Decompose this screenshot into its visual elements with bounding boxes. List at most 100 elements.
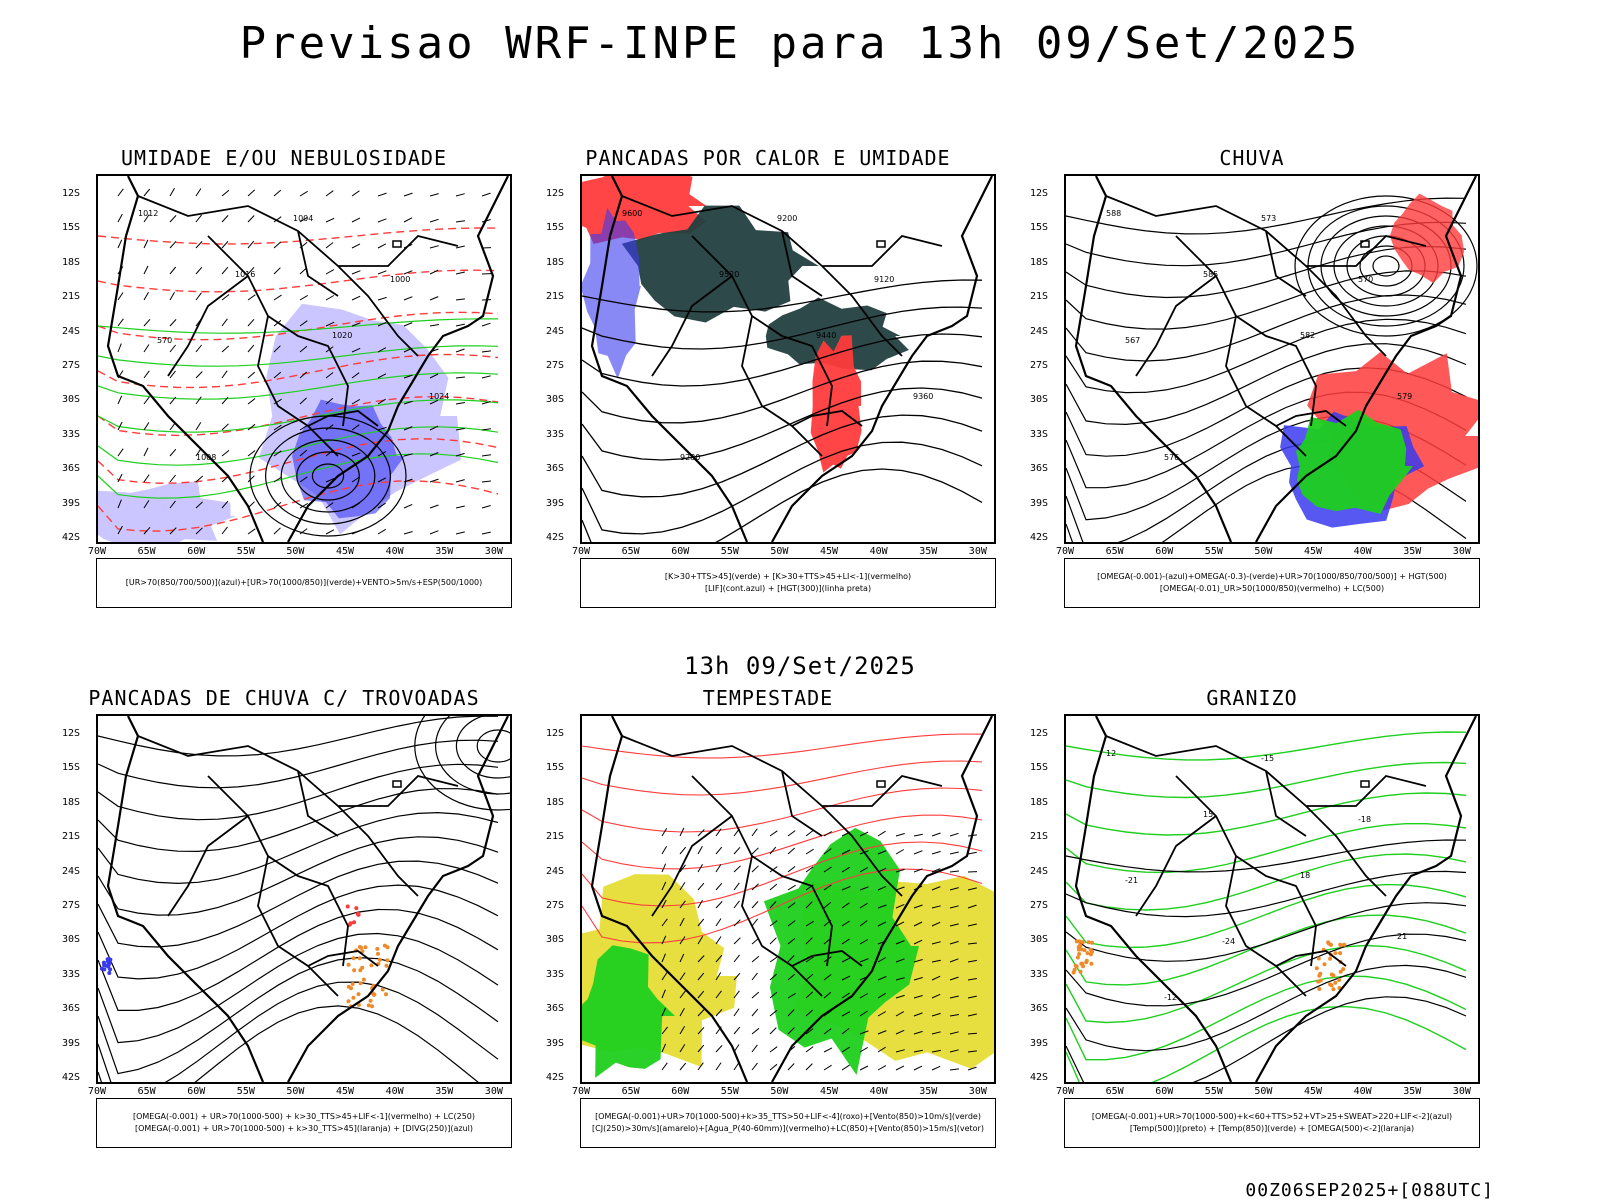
lon-tick-label: 30W	[969, 546, 987, 557]
legend-line: [OMEGA(-0.001)+UR>70(1000-500)+k<60+TTS>…	[1092, 1111, 1452, 1123]
lc250-streamline	[98, 813, 498, 884]
wind-vector	[456, 480, 465, 482]
thunderstorm-point-orange	[376, 952, 380, 956]
wind-vector	[248, 216, 254, 223]
contour-label: 567	[1125, 336, 1140, 345]
wind-vector	[716, 1045, 722, 1052]
contour-label: 588	[1106, 209, 1121, 218]
contour-label: 9600	[622, 209, 642, 218]
lat-tick-label: 12S	[62, 728, 80, 739]
thunderstorm-point-red	[354, 906, 358, 910]
lat-tick-label: 30S	[1030, 934, 1048, 945]
wind-vector	[430, 246, 439, 248]
lon-tick-label: 50W	[286, 1086, 304, 1097]
wind-vector	[456, 299, 465, 300]
legend-line: [OMEGA(-0.001) + UR>70(1000-500) + k>30_…	[133, 1111, 475, 1123]
wind-vector	[662, 864, 666, 872]
lat-tick-label: 36S	[62, 463, 80, 474]
omega-point-orange	[1315, 966, 1319, 970]
lat-tick-label: 33S	[1030, 429, 1048, 440]
omega-point-orange	[1339, 970, 1343, 974]
contour-label: 582	[1300, 331, 1315, 340]
wind-vector	[770, 938, 776, 944]
thunderstorm-point-orange	[347, 985, 351, 989]
lake-marker	[877, 781, 885, 787]
wind-vector	[222, 424, 229, 430]
thunderstorm-point-orange	[386, 945, 390, 949]
wind-vector	[932, 833, 941, 836]
wind-vector	[788, 848, 795, 854]
wind-vector	[456, 403, 465, 405]
lat-tick-label: 42S	[1030, 1072, 1048, 1083]
wind-vector	[752, 992, 759, 998]
lon-tick-label: 65W	[138, 546, 156, 557]
wind-vector	[770, 831, 777, 836]
lat-tick-label: 39S	[62, 498, 80, 509]
lon-tick-label: 55W	[237, 546, 255, 557]
wind-vector	[788, 1064, 794, 1071]
legend-line: [OMEGA(-0.01)_UR>50(1000/850)(vermelho) …	[1160, 583, 1384, 595]
wind-vector	[196, 215, 202, 222]
wind-vector	[456, 349, 465, 352]
wind-vector	[914, 851, 922, 854]
mid-date-label: 13h 09/Set/2025	[0, 652, 1600, 680]
wind-vector	[274, 295, 282, 300]
thunderstorm-point-orange	[367, 1003, 371, 1007]
wind-vector	[456, 221, 465, 222]
wind-vector	[456, 506, 465, 508]
thunderstorm-point-orange	[385, 958, 389, 962]
wind-vector	[482, 376, 491, 378]
lon-tick-label: 40W	[386, 1086, 404, 1097]
omega-point-orange	[1317, 957, 1321, 961]
lon-tick-label: 40W	[870, 1086, 888, 1097]
wind-vector	[456, 272, 465, 274]
lat-tick-label: 24S	[1030, 326, 1048, 337]
omega-point-orange	[1081, 940, 1085, 944]
lat-tick-label: 36S	[1030, 1003, 1048, 1014]
legend-line: [LIF](cont.azul) + [HGT(300)](linha pret…	[705, 583, 871, 595]
wind-vector	[752, 1045, 757, 1052]
wind-vector	[662, 1063, 667, 1070]
wind-vector	[196, 189, 201, 197]
lat-tick-label: 21S	[62, 291, 80, 302]
wind-vector	[248, 319, 254, 326]
map-plot	[580, 714, 996, 1084]
wind-vector	[752, 866, 759, 872]
wind-vector	[752, 919, 758, 926]
hgt300-contour	[582, 469, 982, 542]
omega-point-orange	[1330, 973, 1334, 977]
lat-tick-label: 12S	[546, 188, 564, 199]
wind-vector	[248, 190, 255, 196]
lon-tick-label: 70W	[572, 546, 590, 557]
wind-vector	[300, 295, 308, 300]
lc850-streamline-red	[582, 734, 982, 758]
legend-box: [OMEGA(-0.001) + UR>70(1000-500) + k>30_…	[96, 1098, 512, 1148]
wind-vector	[144, 475, 149, 482]
omega-point-orange	[1089, 952, 1093, 956]
lat-tick-label: 33S	[546, 429, 564, 440]
contour-label: 1024	[429, 392, 449, 401]
wind-vector	[196, 241, 202, 248]
lc250-streamline	[98, 789, 498, 852]
wind-vector	[378, 529, 386, 534]
wind-vector	[378, 271, 386, 274]
lon-tick-label: 70W	[88, 1086, 106, 1097]
legend-box: [OMEGA(-0.001)+UR>70(1000-500)+k>35_TTS>…	[580, 1098, 996, 1148]
thunderstorm-point-orange	[378, 958, 382, 962]
lon-tick-label: 70W	[1056, 546, 1074, 557]
wind-vector	[430, 505, 439, 508]
lat-tick-label: 15S	[1030, 762, 1048, 773]
map-svg	[98, 716, 510, 1082]
thunderstorm-point-orange	[384, 992, 388, 996]
lat-tick-label: 12S	[1030, 728, 1048, 739]
thunderstorm-point-orange	[359, 981, 363, 985]
thunderstorm-point-red	[349, 921, 353, 925]
contour-label: 585	[1203, 270, 1218, 279]
wind-vector	[456, 377, 465, 378]
wind-vector	[680, 1063, 686, 1070]
omega-point-orange	[1079, 970, 1083, 974]
